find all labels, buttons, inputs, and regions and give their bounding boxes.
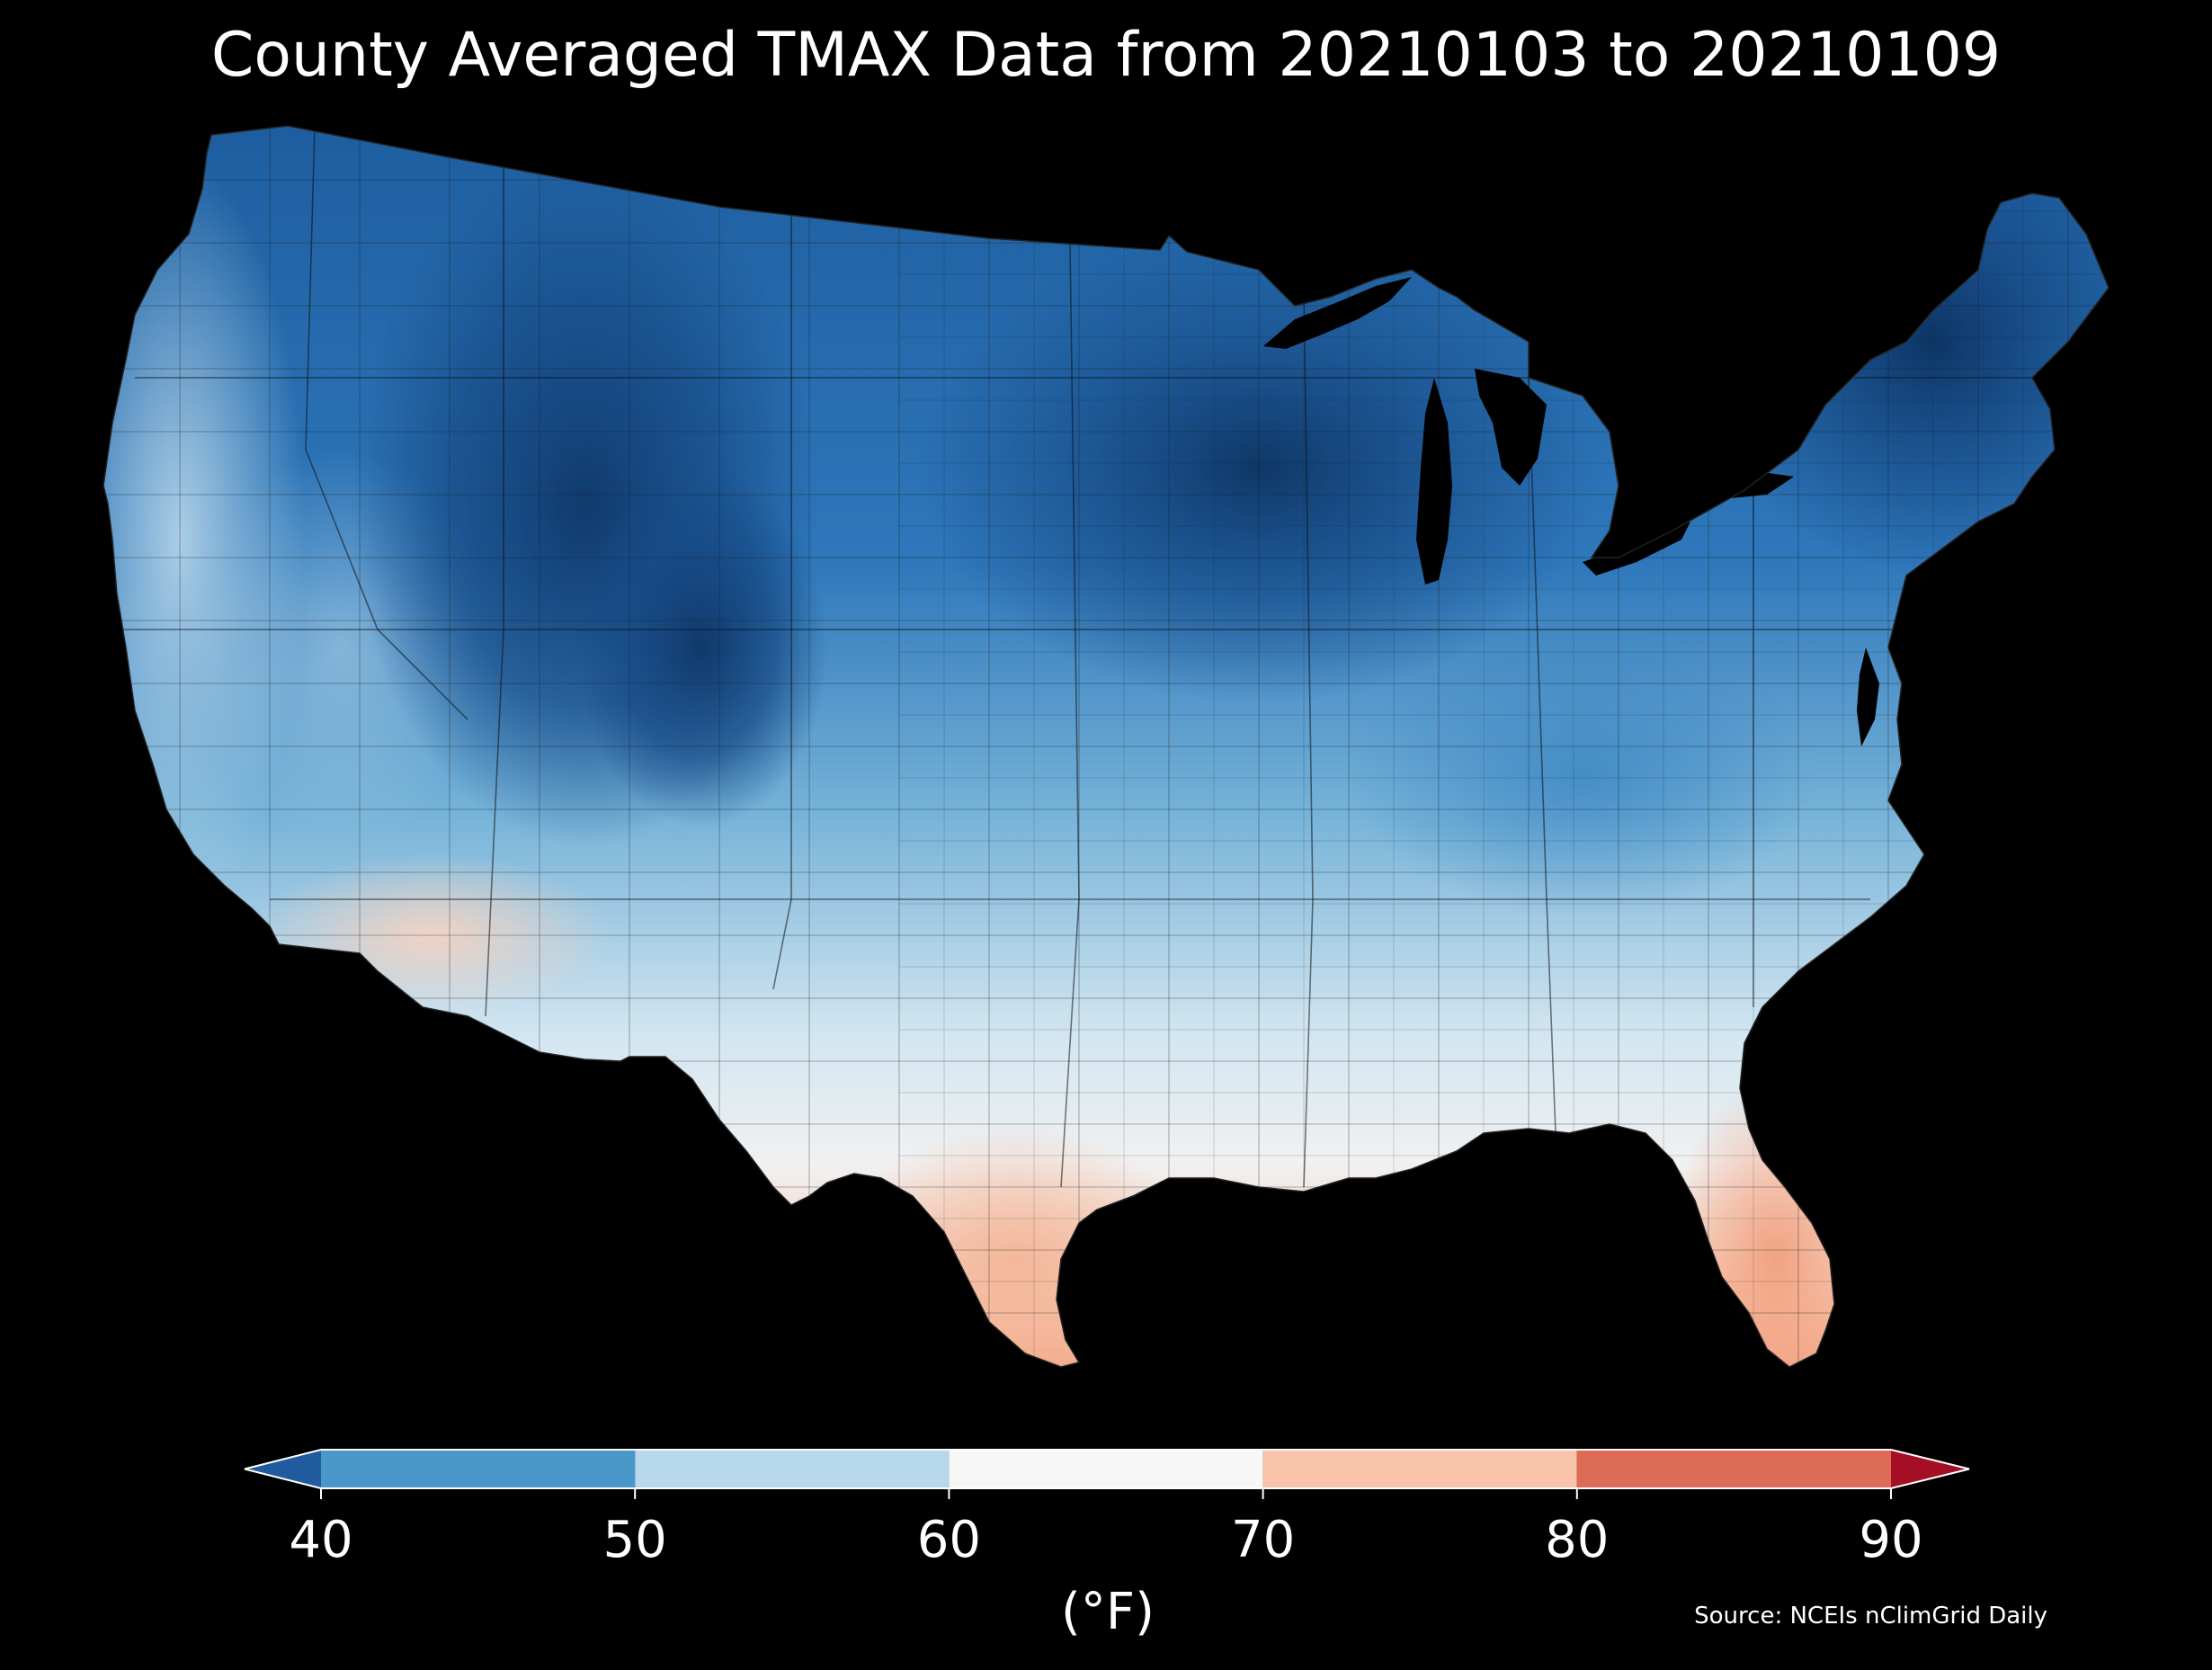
colorbar-tick-label-3: 70 <box>1230 1511 1296 1569</box>
colorbar-bin-4 <box>1576 1450 1891 1488</box>
colorbar-extend-over <box>1891 1450 1969 1488</box>
colorbar-tick-label-0: 40 <box>289 1511 353 1569</box>
chart-title: County Averaged TMAX Data from 20210103 … <box>210 20 2002 91</box>
colorbar-bin-0 <box>321 1450 636 1488</box>
colorbar-bin-1 <box>635 1450 950 1488</box>
colorbar-tick-label-1: 50 <box>602 1511 667 1569</box>
colorbar-tick-label-2: 60 <box>916 1511 982 1569</box>
colorbar-unit-label: (°F) <box>1061 1583 1155 1641</box>
colorbar-tick-label-5: 90 <box>1859 1511 1923 1569</box>
colorbar-bin-3 <box>1262 1450 1577 1488</box>
source-note: Source: NCEIs nClimGrid Daily <box>1694 1603 2047 1630</box>
colorbar-extend-under <box>245 1450 321 1488</box>
colorbar-tick-label-4: 80 <box>1545 1511 1610 1569</box>
colorbar-bin-2 <box>949 1450 1263 1488</box>
great-lakes <box>1263 277 1879 746</box>
